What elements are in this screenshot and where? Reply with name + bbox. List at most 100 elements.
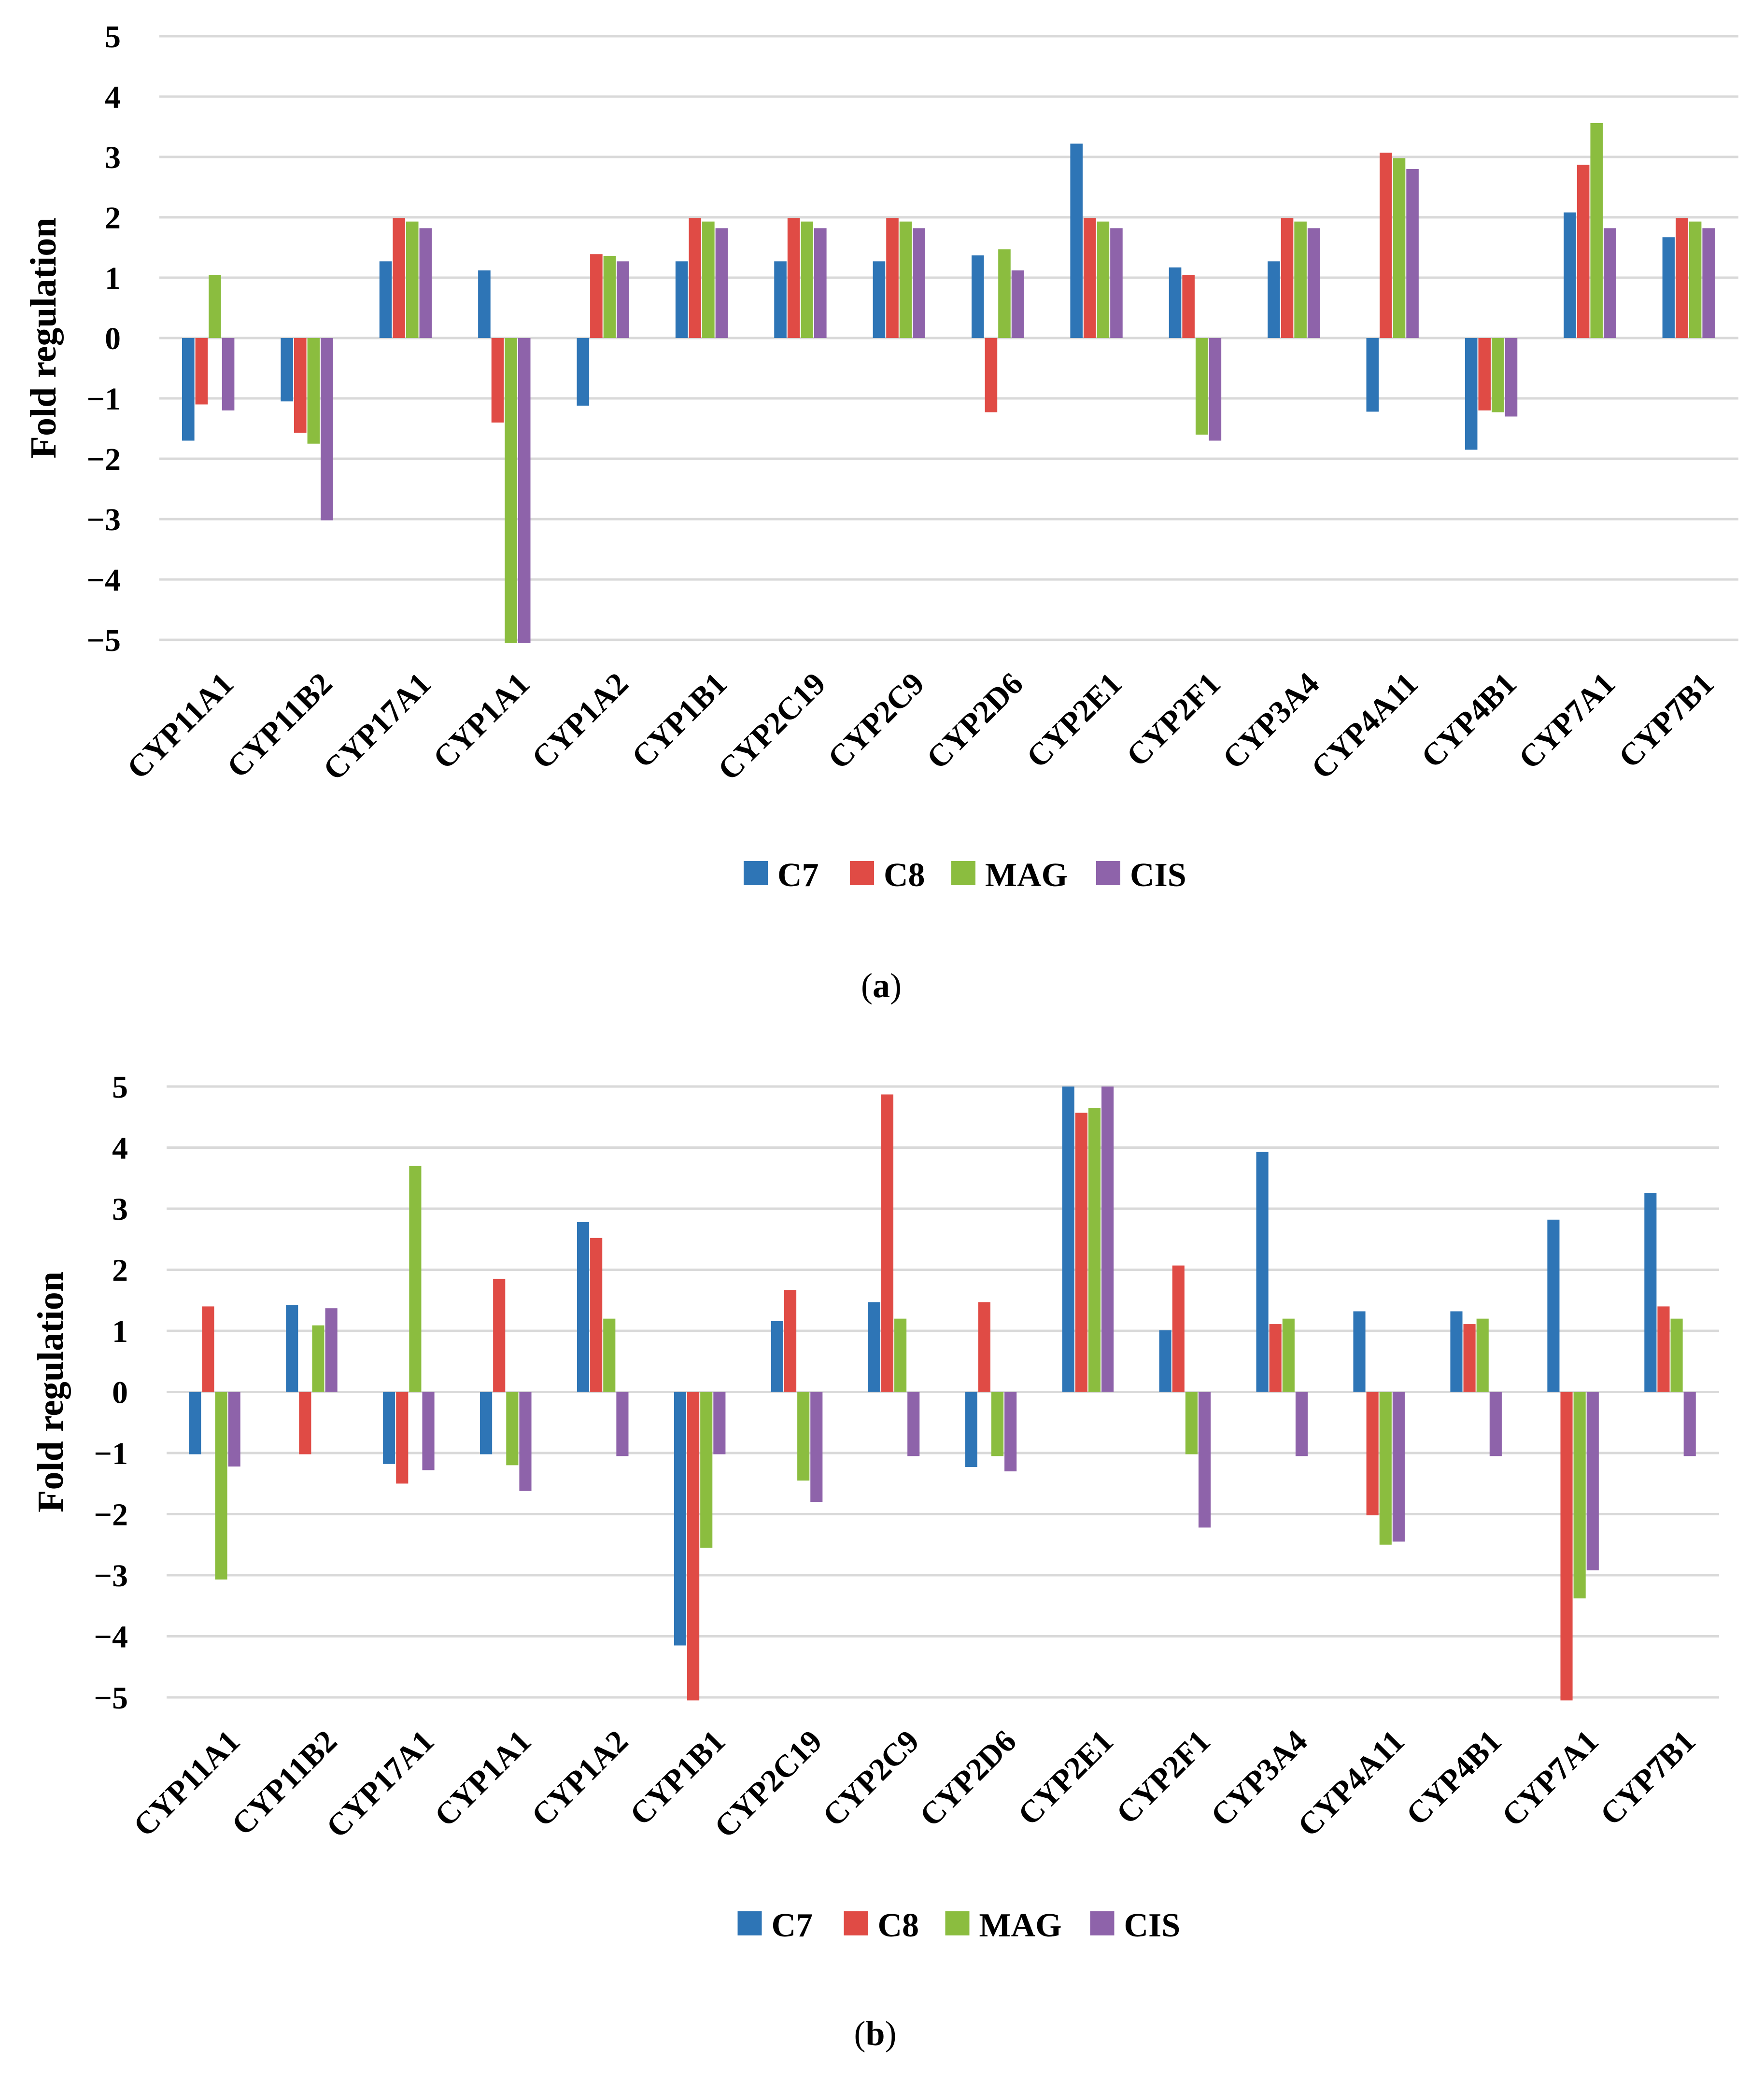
bar-c8-cyp4a11 — [1380, 153, 1392, 338]
bar-c7-cyp2d6 — [965, 1392, 977, 1468]
bar-mag-cyp17a1 — [406, 221, 419, 338]
bar-c7-cyp7b1 — [1644, 1193, 1657, 1392]
bar-mag-cyp1a2 — [603, 1318, 616, 1392]
panel-a-chart: 5 4 3 2 1 0 −1 −2 −3 −4 −5 Fold regulation CYP11A1 CY… — [23, 19, 1738, 1005]
bar-mag-cyp1a1 — [505, 338, 517, 643]
bar-c8-cyp1b1 — [689, 218, 702, 338]
x-tick-label: CYP2D6 — [913, 1723, 1023, 1834]
legend-label-cis: CIS — [1124, 1907, 1181, 1944]
y-tick-label: 5 — [112, 1070, 128, 1105]
y-tick-label: 1 — [105, 261, 121, 296]
bar-c7-cyp2f1 — [1159, 1330, 1171, 1392]
bar-c7-cyp1a1 — [478, 270, 491, 338]
bar-mag-cyp2f1 — [1195, 338, 1208, 435]
bar-mag-cyp11a1 — [215, 1392, 227, 1580]
bar-mag-cyp7b1 — [1689, 221, 1702, 338]
y-tick-label: 1 — [112, 1314, 128, 1349]
legend-swatch-c7 — [737, 1911, 762, 1935]
bar-mag-cyp4b1 — [1492, 338, 1504, 412]
x-tick-label: CYP4A11 — [1291, 1723, 1411, 1844]
y-tick-label: 0 — [105, 321, 121, 356]
bar-mag-cyp4b1 — [1476, 1318, 1489, 1392]
bar-c8-cyp2c9 — [886, 218, 899, 338]
bar-c7-cyp4a11 — [1353, 1311, 1366, 1392]
x-tick-label: CYP7B1 — [1612, 666, 1721, 775]
x-tick-label: CYP11A1 — [120, 666, 240, 786]
y-tick-label: −5 — [94, 1680, 128, 1716]
bar-c7-cyp2d6 — [972, 255, 984, 338]
bar-c8-cyp1a2 — [590, 254, 603, 338]
y-tick-label: −3 — [86, 502, 121, 537]
bar-cis-cyp3a4 — [1295, 1392, 1308, 1456]
y-tick-label: 3 — [105, 140, 121, 175]
bar-cis-cyp1a1 — [519, 1392, 532, 1491]
bar-c8-cyp2f1 — [1182, 275, 1195, 338]
bar-cis-cyp1a2 — [617, 261, 629, 338]
x-tick-label: CYP2E1 — [1020, 666, 1129, 775]
x-tick-label: CYP4B1 — [1399, 1723, 1508, 1832]
bar-c8-cyp2e1 — [1075, 1113, 1087, 1392]
bar-cis-cyp7b1 — [1702, 228, 1715, 338]
bar-c7-cyp1a2 — [577, 1222, 590, 1392]
legend-swatch-c7 — [744, 861, 768, 885]
bar-c8-cyp1a1 — [493, 1279, 506, 1392]
y-tick-label: 2 — [112, 1253, 128, 1288]
bar-mag-cyp4a11 — [1379, 1392, 1392, 1545]
bar-mag-cyp1a1 — [506, 1392, 519, 1466]
bar-c7-cyp4b1 — [1465, 338, 1478, 450]
x-tick-label: CYP7A1 — [1512, 666, 1622, 776]
bar-mag-cyp1a2 — [603, 256, 616, 338]
bar-cis-cyp2d6 — [1004, 1392, 1017, 1471]
bar-c7-cyp4b1 — [1450, 1311, 1463, 1392]
bar-mag-cyp2d6 — [991, 1392, 1004, 1456]
bar-c7-cyp17a1 — [383, 1392, 395, 1464]
bar-cis-cyp2c19 — [814, 228, 827, 338]
legend-swatch-cis — [1090, 1911, 1115, 1935]
bar-c7-cyp1b1 — [675, 261, 688, 338]
bar-c8-cyp2f1 — [1172, 1265, 1185, 1392]
bar-c7-cyp4a11 — [1366, 338, 1379, 412]
bar-cis-cyp2f1 — [1209, 338, 1222, 441]
x-tick-label: CYP2D6 — [920, 666, 1030, 776]
bar-mag-cyp1b1 — [702, 221, 715, 338]
y-tick-label: 4 — [112, 1131, 128, 1166]
x-tick-label: CYP1A1 — [426, 666, 536, 776]
legend-label-cis: CIS — [1130, 857, 1186, 894]
x-tick-label: CYP2C19 — [711, 666, 833, 787]
bar-cis-cyp4b1 — [1489, 1392, 1502, 1456]
bar-mag-cyp2c9 — [894, 1318, 907, 1392]
y-tick-label: 3 — [112, 1192, 128, 1227]
bar-cis-cyp1b1 — [715, 228, 728, 338]
x-tick-label: CYP11A1 — [127, 1723, 247, 1844]
legend-label-c7: C7 — [772, 1907, 813, 1944]
bar-c8-cyp4b1 — [1478, 338, 1491, 410]
bar-cis-cyp1b1 — [713, 1392, 726, 1454]
bar-cis-cyp1a2 — [616, 1392, 629, 1456]
bar-mag-cyp2f1 — [1185, 1392, 1198, 1454]
bar-c7-cyp17a1 — [379, 261, 392, 338]
x-tick-label: CYP17A1 — [316, 666, 437, 787]
bar-c8-cyp2c19 — [787, 218, 800, 338]
bar-cis-cyp2c19 — [810, 1392, 823, 1502]
x-tick-label: CYP7B1 — [1594, 1723, 1702, 1832]
bar-mag-cyp4a11 — [1393, 158, 1406, 338]
bar-c8-cyp4b1 — [1463, 1324, 1476, 1392]
legend-label-mag: MAG — [985, 857, 1068, 894]
bar-c7-cyp1b1 — [674, 1392, 687, 1646]
bar-c8-cyp7a1 — [1560, 1392, 1573, 1701]
legend-label-c7: C7 — [777, 857, 819, 894]
legend-label-mag: MAG — [979, 1907, 1062, 1944]
bar-c8-cyp11a1 — [202, 1306, 214, 1392]
bar-cis-cyp7b1 — [1683, 1392, 1696, 1456]
bar-cis-cyp11a1 — [222, 338, 235, 410]
y-tick-label: 4 — [105, 80, 121, 115]
bar-cis-cyp17a1 — [419, 228, 432, 338]
bar-mag-cyp11b2 — [307, 338, 320, 444]
bar-c8-cyp17a1 — [396, 1392, 409, 1484]
x-tick-label: CYP1A2 — [525, 666, 635, 776]
bar-c8-cyp3a4 — [1281, 218, 1294, 338]
legend-swatch-c8 — [844, 1911, 868, 1935]
bar-mag-cyp2e1 — [1097, 221, 1110, 338]
legend-label-c8: C8 — [884, 857, 925, 894]
bar-c8-cyp1b1 — [687, 1392, 700, 1701]
